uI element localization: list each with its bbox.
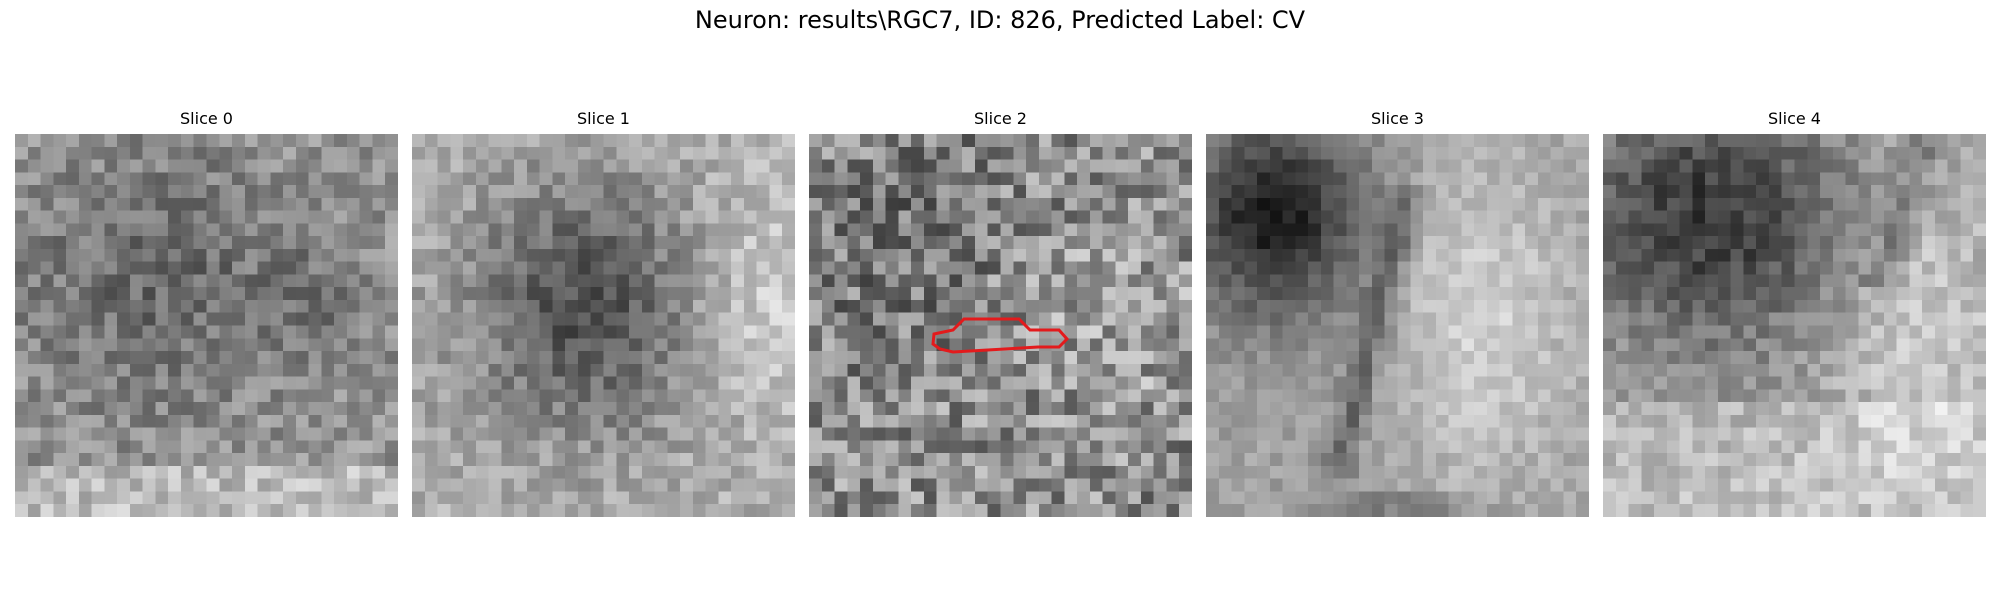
- figure-title: Neuron: results\RGC7, ID: 826, Predicted…: [694, 6, 1306, 34]
- slice-image: [412, 134, 795, 517]
- slice-panel-3: Slice 3: [1206, 108, 1589, 517]
- slice-image: [1603, 134, 1986, 517]
- slice-title: Slice 0: [180, 109, 233, 128]
- slice-title: Slice 1: [577, 109, 630, 128]
- slice-panel-0: Slice 0: [15, 108, 398, 517]
- slice-panel-1: Slice 1: [412, 108, 795, 517]
- slice-image: [1206, 134, 1589, 517]
- slice-title: Slice 2: [974, 109, 1027, 128]
- slice-panel-4: Slice 4: [1603, 108, 1986, 517]
- slice-image: [15, 134, 398, 517]
- slice-title: Slice 4: [1768, 109, 1821, 128]
- slice-panel-2: Slice 2: [809, 108, 1192, 517]
- slice-image: [809, 134, 1192, 517]
- slice-title: Slice 3: [1371, 109, 1424, 128]
